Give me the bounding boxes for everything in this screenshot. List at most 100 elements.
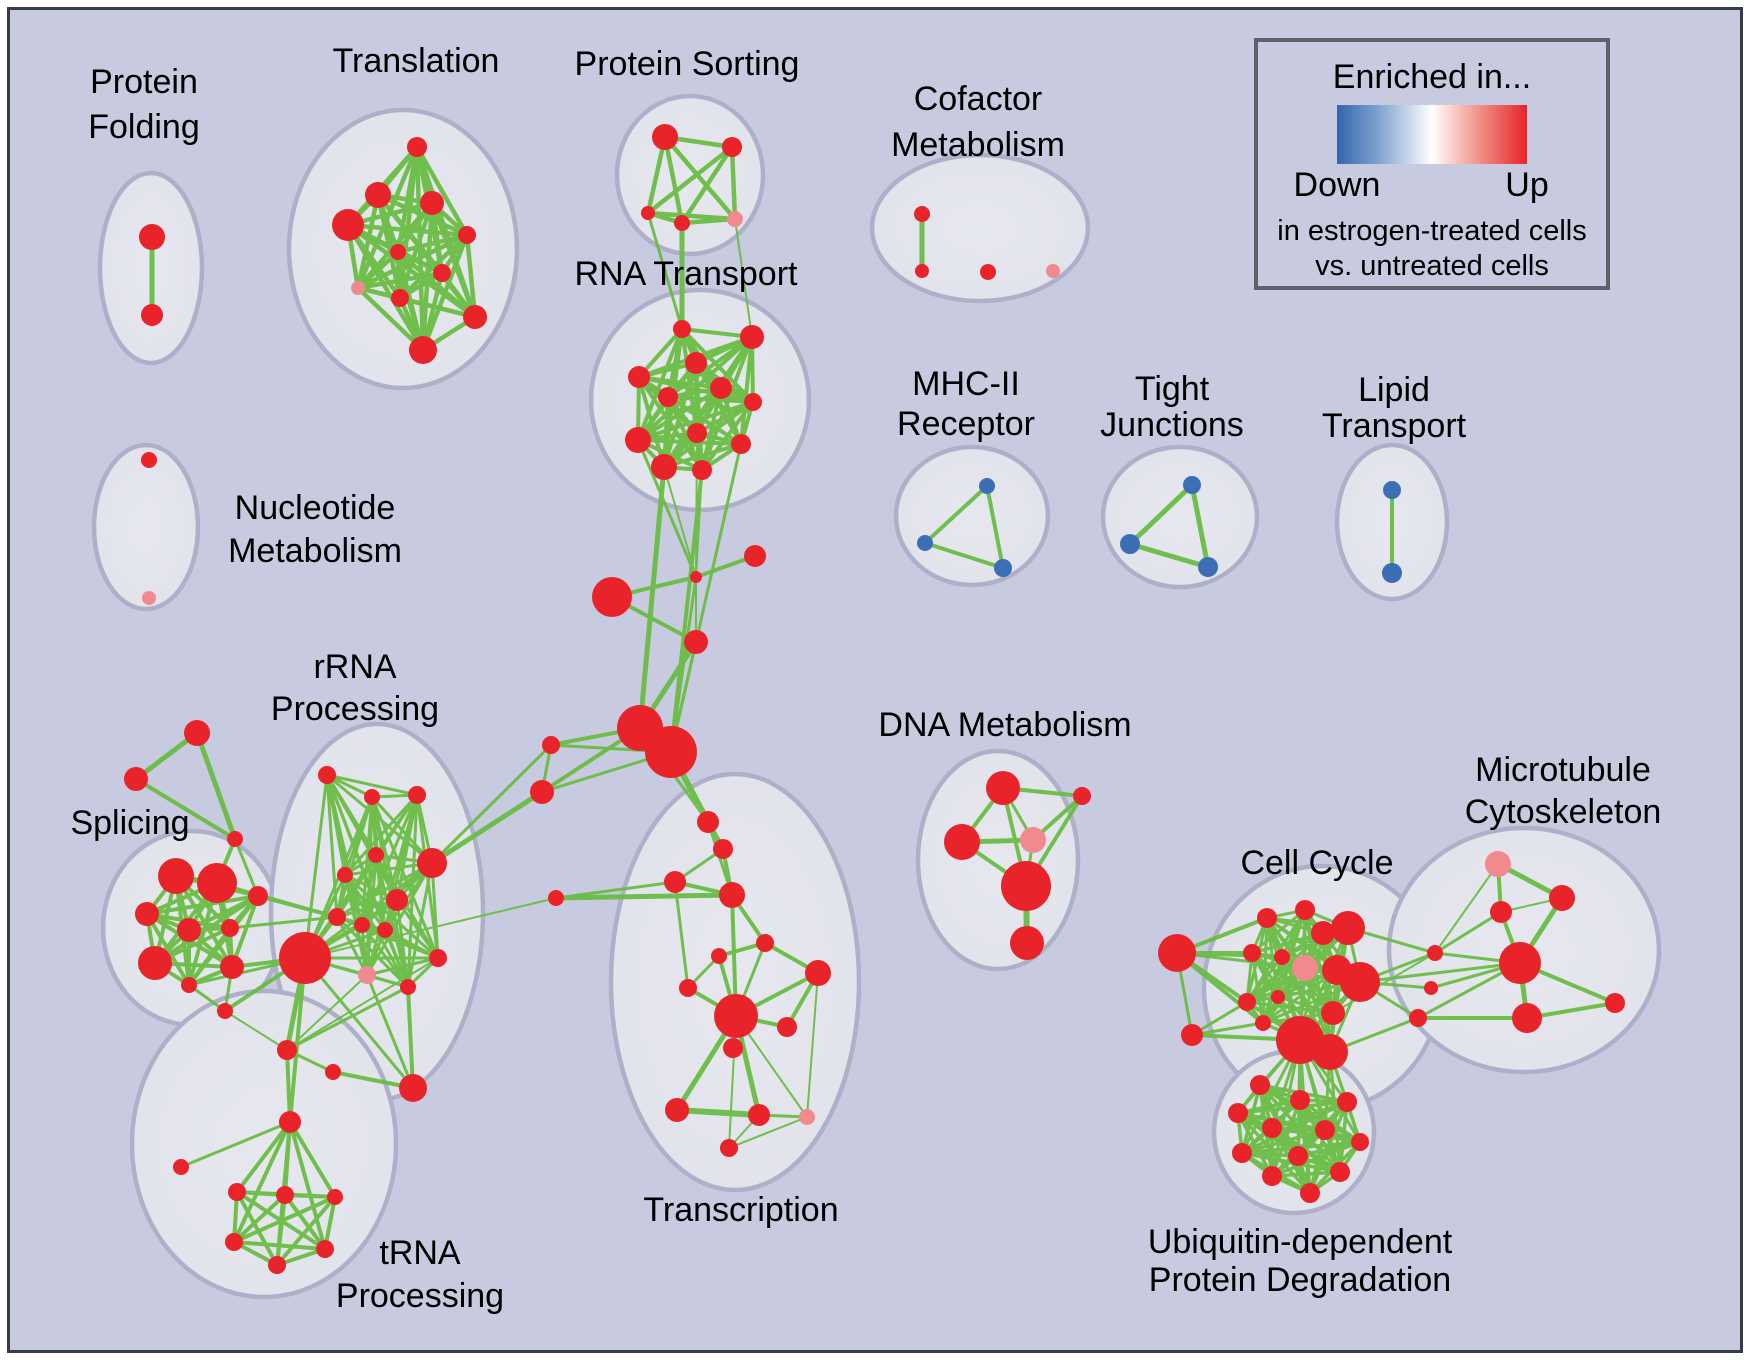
gene-set-node: [1073, 787, 1091, 805]
gene-set-node: [316, 1240, 334, 1258]
legend-gradient-bar: [1337, 105, 1527, 164]
gene-set-node: [1158, 934, 1196, 972]
edge: [662, 134, 738, 222]
edge: [1433, 910, 1503, 955]
edge: [429, 200, 478, 320]
edge: [215, 881, 339, 919]
edge: [1189, 482, 1211, 570]
gene-set-node: [679, 979, 697, 997]
gene-set-node: [429, 949, 447, 967]
cluster-label-cofactor-metabolism: Cofactor Metabolism: [891, 80, 1065, 164]
edge: [232, 1195, 337, 1244]
edge: [230, 894, 260, 969]
gene-set-node: [805, 960, 831, 986]
gene-set-node: [351, 281, 365, 295]
gene-set-node: [279, 932, 331, 984]
edge: [636, 400, 755, 442]
cluster-label-cell-cycle: Cell Cycle: [1240, 844, 1393, 882]
gene-set-node: [592, 577, 632, 617]
edge: [806, 972, 819, 1118]
gene-set-node: [1243, 944, 1261, 962]
gene-set-node: [723, 1038, 743, 1058]
gene-set-node: [225, 1233, 243, 1251]
cluster-label-tight-junctions: Tight Junctions: [1100, 370, 1244, 444]
edge: [729, 144, 738, 222]
edge: [232, 1193, 287, 1244]
gene-set-node: [197, 863, 237, 903]
edge: [288, 1120, 337, 1199]
gene-set-node: [228, 1183, 246, 1201]
gene-set-node: [548, 890, 564, 906]
edge: [923, 484, 989, 545]
edge: [383, 928, 440, 960]
gene-set-node: [687, 423, 707, 443]
legend-subtitle-line2: vs. untreated cells: [1315, 250, 1549, 282]
edge: [1270, 1170, 1342, 1178]
gene-set-node: [358, 966, 376, 984]
cluster-label-microtubule-cytoskeleton: Microtubule Cytoskeleton: [1465, 751, 1662, 831]
gene-set-node: [1512, 1003, 1542, 1033]
edge: [430, 743, 553, 865]
edge: [414, 144, 470, 238]
gene-set-node: [1330, 1162, 1350, 1182]
edge: [288, 1120, 327, 1251]
gene-set-node: [1255, 1015, 1271, 1031]
cluster-label-lipid-transport: Lipid Transport: [1322, 371, 1467, 445]
gene-set-node: [1605, 993, 1625, 1013]
edge: [187, 894, 260, 987]
legend-box: Enriched in... Down Up in estrogen-treat…: [1254, 38, 1610, 290]
gene-set-node: [407, 137, 427, 157]
cluster-ellipse-cofactor-metabolism: [869, 152, 1091, 304]
cluster-labels-layer: Protein Folding Translation Protein Sorting…: [70, 42, 1661, 1315]
gene-set-node: [915, 264, 929, 278]
cluster-label-rna-transport: RNA Transport: [575, 255, 799, 293]
edge: [669, 468, 704, 754]
gene-set-node: [1020, 827, 1046, 853]
gene-set-node: [408, 786, 426, 804]
gene-set-node: [748, 1104, 770, 1126]
gene-set-node: [409, 336, 437, 364]
gene-set-node: [268, 1256, 286, 1274]
gene-set-node: [1181, 1024, 1203, 1046]
edge: [739, 335, 754, 446]
gene-set-node: [368, 847, 384, 863]
edge: [228, 915, 339, 930]
edge: [662, 442, 743, 469]
edge: [669, 575, 698, 754]
gene-set-node: [386, 889, 408, 911]
edge: [1240, 1128, 1327, 1155]
edge: [1308, 1128, 1327, 1195]
gene-set-node: [354, 917, 370, 933]
gene-set-node: [135, 902, 159, 926]
gene-set-node: [658, 387, 678, 407]
gene-set-node: [1499, 942, 1541, 984]
gene-set-node: [391, 289, 409, 307]
gene-set-node: [1312, 1034, 1348, 1070]
edge: [406, 985, 415, 1090]
gene-set-node: [420, 191, 444, 215]
gene-set-node: [685, 352, 707, 374]
gene-set-node: [328, 908, 346, 926]
gene-set-node: [697, 811, 719, 833]
gene-set-node: [994, 559, 1012, 577]
gene-set-node: [731, 434, 751, 454]
edge: [734, 218, 753, 338]
gene-set-node: [217, 1003, 233, 1019]
cluster-label-nucleotide-metabolism: Nucleotide Metabolism: [228, 489, 402, 570]
gene-set-node: [1262, 1118, 1282, 1138]
gene-set-node: [530, 780, 554, 804]
edge: [134, 777, 237, 841]
cluster-label-protein-sorting: Protein Sorting: [575, 45, 800, 83]
gene-set-node: [720, 1139, 738, 1157]
gene-set-node: [1274, 949, 1290, 965]
gene-set-node: [227, 831, 243, 847]
edge: [303, 773, 329, 960]
cluster-label-translation: Translation: [333, 42, 500, 80]
edge: [355, 249, 401, 291]
edge: [645, 144, 735, 216]
gene-set-node: [1010, 926, 1044, 960]
gene-set-node: [719, 882, 745, 908]
gene-set-node: [744, 393, 762, 411]
edge: [397, 295, 478, 320]
nodes-layer: [124, 124, 1625, 1274]
